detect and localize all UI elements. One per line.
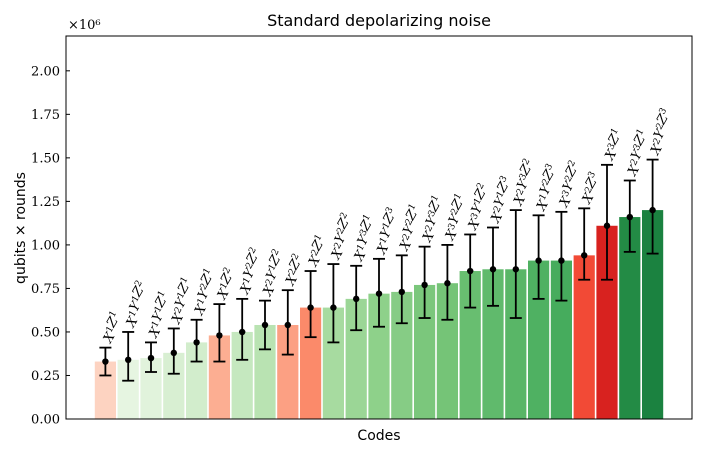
mean-point [193, 339, 200, 346]
mean-point [147, 354, 155, 362]
mean-point [284, 321, 291, 329]
bar-label: X3Z1 [597, 127, 631, 164]
bar [163, 352, 185, 419]
chart-title: Standard depolarizing noise [267, 11, 491, 30]
bar [573, 255, 595, 419]
bar [596, 225, 618, 419]
bar [140, 358, 162, 419]
mean-point [581, 252, 588, 259]
bar [436, 283, 459, 419]
y-tick-label: 1.00 [31, 238, 60, 253]
mean-point [307, 304, 314, 311]
y-tick-label: 1.25 [31, 195, 60, 210]
y-scale-note: ×10⁶ [68, 18, 101, 33]
bar [619, 217, 641, 419]
mean-point [330, 304, 337, 311]
y-tick-label: 1.50 [31, 151, 60, 166]
bar [641, 210, 664, 419]
bar-label: X1Z2 [209, 266, 243, 303]
mean-point [421, 281, 428, 289]
mean-point [489, 266, 497, 273]
mean-point [535, 257, 542, 264]
y-tick-label: 0.75 [31, 282, 60, 297]
mean-point [353, 295, 360, 303]
mean-point [239, 328, 246, 336]
mean-point [558, 257, 565, 264]
bar [299, 307, 322, 419]
plot-frame [65, 35, 693, 420]
error-bars [99, 158, 659, 382]
bar [208, 335, 231, 419]
y-axis-label: qubits × rounds [13, 172, 29, 284]
mean-point [626, 213, 633, 221]
bar [277, 324, 299, 419]
y-tick-label: 0.25 [31, 369, 60, 384]
bar-label: X2Z3 [574, 170, 608, 207]
mean-point [170, 349, 177, 357]
mean-point [444, 280, 451, 287]
y-tick-label: 0.00 [31, 413, 60, 428]
mean-point [261, 321, 269, 329]
mean-point [216, 332, 223, 339]
x-axis-label: Codes [357, 428, 400, 444]
mean-point [125, 356, 132, 364]
y-tick-label: 0.50 [31, 325, 60, 340]
bar [117, 359, 139, 419]
mean-point [375, 290, 383, 297]
bar [505, 269, 527, 419]
y-axis: 0.00 0.25 0.50 0.75 1.00 1.25 1.50 1.75 2.00 [31, 64, 70, 428]
mean-point [102, 358, 109, 365]
mean-point [467, 267, 474, 275]
bar [368, 293, 390, 419]
y-tick-label: 2.00 [31, 64, 60, 79]
bar-label: X1Y2Z3 [524, 162, 569, 214]
bar [231, 331, 253, 419]
mean-point [398, 288, 405, 296]
bar [527, 260, 550, 419]
bar-label: X1Z1 [95, 309, 129, 346]
mean-point [512, 266, 519, 273]
y-tick-label: 1.75 [31, 108, 60, 123]
mean-point [603, 222, 611, 229]
bar [345, 298, 367, 419]
bar [322, 307, 345, 419]
mean-point [649, 206, 656, 214]
